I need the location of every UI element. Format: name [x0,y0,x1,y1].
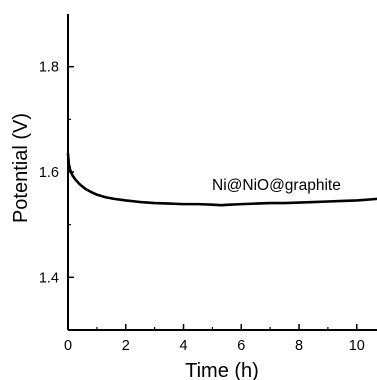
ticks [67,65,358,330]
y-tick-label: 1.8 [39,60,59,76]
x-tick-label: 10 [349,338,365,354]
tick-labels: 0 2 4 6 8 10 1.4 1.6 1.8 [39,60,365,354]
x-tick-label: 0 [64,338,72,354]
x-tick-label: 6 [237,338,245,354]
x-axis-title: Time (h) [185,360,259,380]
x-tick-label: 2 [122,338,130,354]
y-tick-label: 1.4 [39,270,59,286]
x-tick-label: 8 [295,338,303,354]
y-tick-label: 1.6 [39,165,59,181]
axes [67,14,377,331]
y-axis-title: Potential (V) [10,113,32,223]
series-label-ni-nio-graphite: Ni@NiO@graphite [212,177,341,194]
x-tick-label: 4 [179,338,187,354]
series-layer [66,152,377,207]
series-line-ni-nio-graphite [66,152,377,207]
